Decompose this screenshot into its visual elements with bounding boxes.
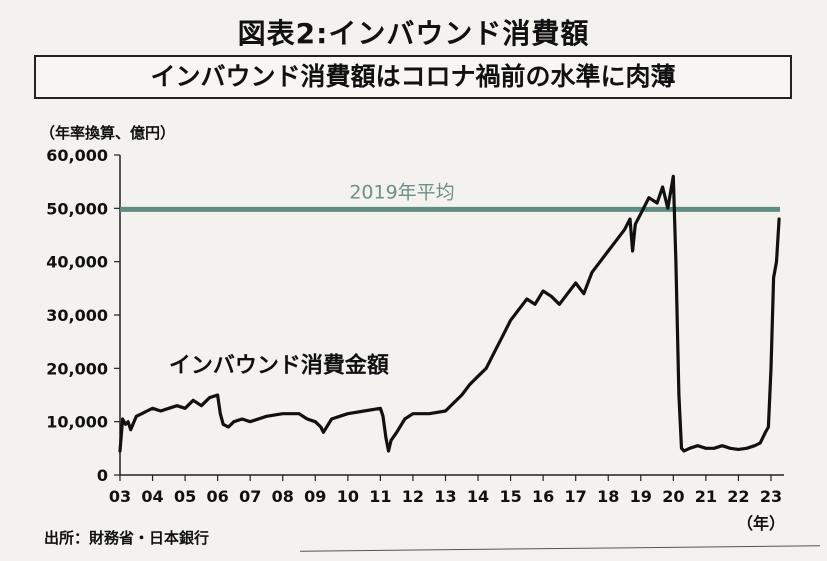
series-label: インバウンド消費金額: [169, 352, 389, 378]
series-line-inbound-spending: [118, 174, 781, 453]
x-tick-label: 15: [499, 487, 521, 506]
x-tick-label: 08: [272, 487, 294, 506]
x-tick-label: 10: [337, 487, 359, 506]
x-tick-label: 14: [467, 487, 489, 506]
y-tick-label: 50,000: [46, 199, 108, 218]
y-tick-label: 30,000: [46, 306, 108, 325]
source-note: 出所：財務省・日本銀行: [44, 529, 210, 547]
x-tick-label: 18: [597, 487, 619, 506]
x-tick-label: 11: [369, 487, 391, 506]
x-tick-label: 22: [727, 487, 749, 506]
x-tick-label: 06: [207, 487, 229, 506]
x-tick-label: 21: [695, 487, 717, 506]
x-axis-unit-label: （年）: [737, 514, 785, 533]
y-tick-label: 60,000: [46, 146, 108, 165]
y-tick-label: 20,000: [46, 359, 108, 378]
figure-title: 図表2:インバウンド消費額: [237, 17, 590, 50]
x-tick-label: 23: [760, 487, 782, 506]
x-tick-label: 04: [141, 487, 163, 506]
y-tick-label: 0: [97, 466, 108, 485]
chart-subtitle: インバウンド消費額はコロナ禍前の水準に肉薄: [34, 55, 792, 99]
x-tick-label: 20: [662, 487, 684, 506]
x-tick-label: 07: [239, 487, 261, 506]
x-tick-label: 12: [402, 487, 424, 506]
x-tick-label: 17: [565, 487, 587, 506]
reference-line-label: 2019年平均: [349, 181, 454, 203]
y-axis-unit-label: （年率換算、億円）: [40, 124, 176, 142]
x-tick-label: 16: [532, 487, 554, 506]
x-tick-label: 09: [304, 487, 326, 506]
y-tick-label: 40,000: [46, 253, 108, 272]
x-tick-label: 03: [109, 487, 131, 506]
y-tick-label: 10,000: [46, 413, 108, 432]
x-tick-label: 19: [630, 487, 652, 506]
x-tick-label: 05: [174, 487, 196, 506]
x-tick-label: 13: [434, 487, 456, 506]
